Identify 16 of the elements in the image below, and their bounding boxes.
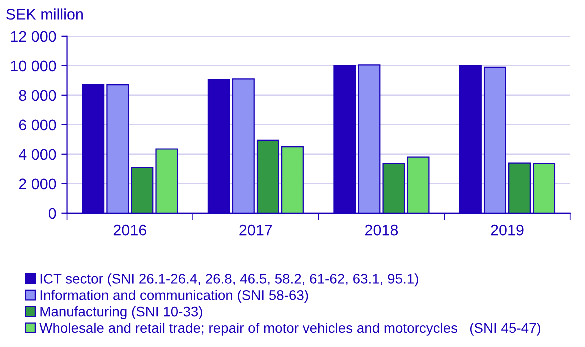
y-axis-title: SEK million <box>6 8 83 20</box>
y-tick-label: 0 <box>48 208 56 220</box>
y-tick-label: 6 000 <box>19 120 56 131</box>
x-tick-label: 2017 <box>240 224 272 236</box>
x-tick-label: 2016 <box>114 224 146 236</box>
x-tick-label: 2018 <box>365 224 398 236</box>
legend-label: Information and communication (SNI 58-63) <box>40 290 308 304</box>
y-tick-label: 12 000 <box>11 31 56 42</box>
y-tick-label: 8 000 <box>19 90 56 102</box>
y-tick-label: 10 000 <box>11 60 56 72</box>
y-tick-label: 2 000 <box>19 178 56 190</box>
legend-label: Wholesale and retail trade; repair of motor vehicles and motorcycles (SNI 45-47) <box>40 322 541 336</box>
legend-label: ICT sector (SNI 26.1-26.4, 26.8, 46.5, 58.2, 61-62, 63.1, 95.1) <box>40 274 418 287</box>
x-tick-label: 2019 <box>491 224 524 236</box>
legend-label: Manufacturing (SNI 10-33) <box>40 306 202 320</box>
y-tick-label: 4 000 <box>18 149 56 160</box>
